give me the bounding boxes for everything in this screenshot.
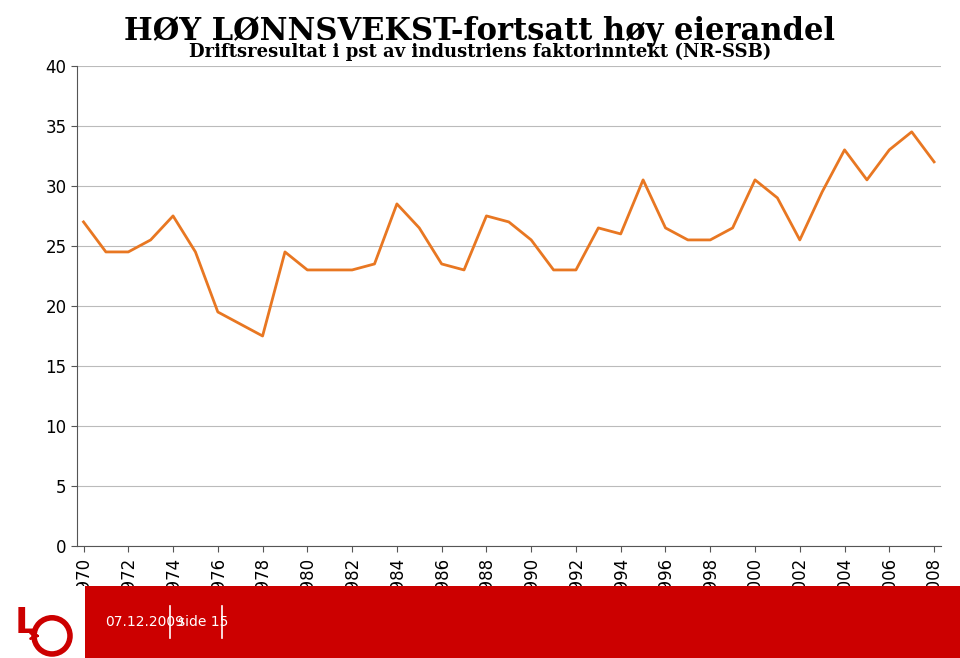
Text: side 15: side 15	[178, 615, 228, 629]
Text: Driftsresultat i pst av industriens faktorinntekt (NR-SSB): Driftsresultat i pst av industriens fakt…	[189, 43, 771, 61]
Bar	[0, 586, 85, 658]
Circle shape	[42, 626, 62, 646]
Text: 07.12.2009: 07.12.2009	[105, 615, 184, 629]
Text: L: L	[15, 606, 38, 640]
Text: HØY LØNNSVEKST-fortsatt høy eierandel: HØY LØNNSVEKST-fortsatt høy eierandel	[125, 16, 835, 47]
